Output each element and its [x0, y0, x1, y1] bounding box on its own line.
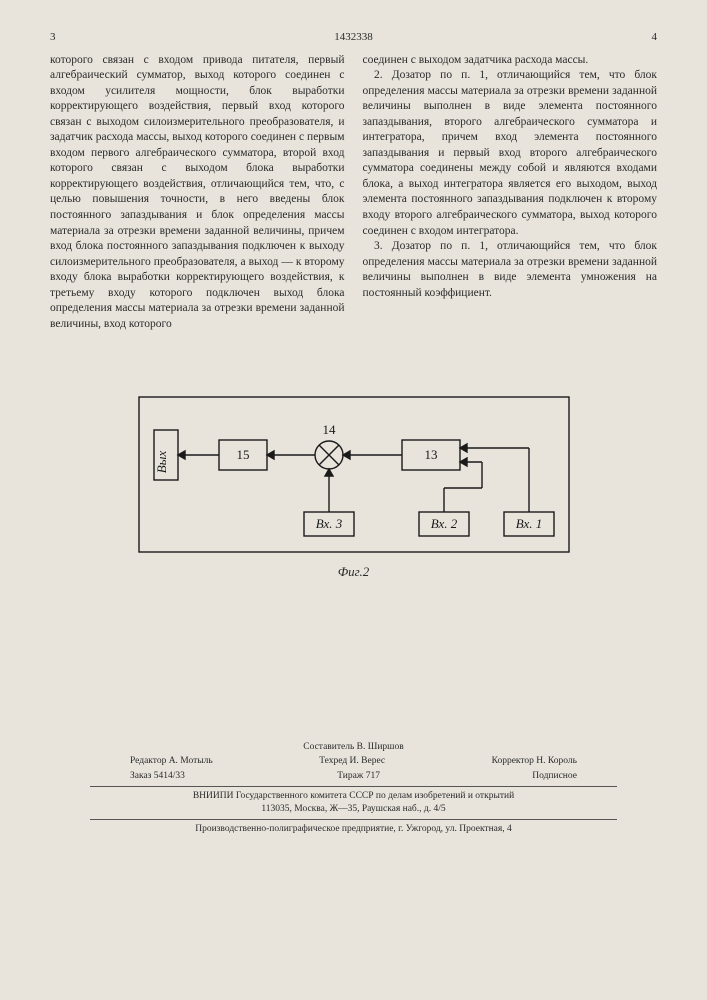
left-column: которого связан с входом привода питател… — [50, 53, 345, 332]
text-columns: которого связан с входом привода питател… — [50, 53, 657, 332]
footer-order: Заказ 5414/33 — [130, 770, 185, 783]
label-bx3: Вх. 3 — [315, 516, 342, 531]
right-p1: соединен с выходом задатчика расхода мас… — [363, 53, 658, 69]
label-13: 13 — [424, 447, 437, 462]
page-footer: Составитель В. Ширшов Редактор А. Мотыль… — [50, 741, 657, 836]
label-15: 15 — [236, 447, 249, 462]
footer-subscription: Подписное — [532, 770, 577, 783]
footer-circulation: Тираж 717 — [337, 770, 380, 783]
figure-2: Вых 15 14 13 Вх. 3 Вх. 2 Вх. 1 Фиг.2 — [50, 392, 657, 581]
footer-compiler: Составитель В. Ширшов — [50, 741, 657, 754]
label-bx1: Вх. 1 — [515, 516, 542, 531]
footer-corrector: Корректор Н. Король — [492, 755, 577, 768]
footer-editor: Редактор А. Мотыль — [130, 755, 213, 768]
figure-label: Фиг.2 — [50, 563, 657, 581]
doc-number: 1432338 — [334, 30, 373, 45]
footer-print: Производственно-полиграфическое предприя… — [50, 823, 657, 836]
right-p2: 2. Дозатор по п. 1, отличающийся тем, чт… — [363, 68, 658, 239]
page-right: 4 — [652, 30, 658, 45]
page-header: 3 1432338 4 — [50, 30, 657, 45]
footer-address: 113035, Москва, Ж—35, Раушская наб., д. … — [50, 803, 657, 816]
footer-tech: Техред И. Верес — [319, 755, 385, 768]
label-bx2: Вх. 2 — [430, 516, 457, 531]
right-column: соединен с выходом задатчика расхода мас… — [363, 53, 658, 332]
label-14: 14 — [322, 422, 336, 437]
left-text: которого связан с входом привода питател… — [50, 53, 345, 332]
block-diagram: Вых 15 14 13 Вх. 3 Вх. 2 Вх. 1 — [134, 392, 574, 557]
footer-org: ВНИИПИ Государственного комитета СССР по… — [50, 790, 657, 803]
page-left: 3 — [50, 30, 56, 45]
label-output: Вых — [154, 451, 169, 474]
right-p3: 3. Дозатор по п. 1, отличающийся тем, чт… — [363, 239, 658, 301]
